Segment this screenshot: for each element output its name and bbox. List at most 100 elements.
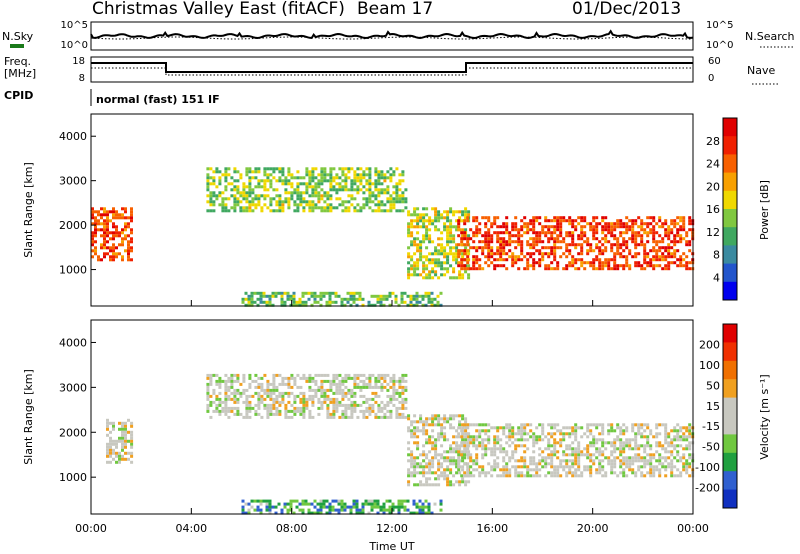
echo-cell xyxy=(517,258,521,262)
echo-cell xyxy=(115,225,118,229)
echo-cell xyxy=(358,291,362,295)
echo-cell xyxy=(209,400,213,404)
echo-cell xyxy=(487,240,491,244)
echo-cell xyxy=(352,502,356,506)
echo-cell xyxy=(335,400,339,404)
echo-cell xyxy=(242,197,246,201)
echo-cell xyxy=(94,246,97,250)
echo-cell xyxy=(598,423,602,427)
echo-cell xyxy=(248,382,252,386)
echo-cell xyxy=(368,170,372,174)
echo-cell xyxy=(347,373,351,377)
echo-cell xyxy=(634,423,638,427)
echo-cell xyxy=(338,388,342,392)
echo-cell xyxy=(317,173,321,177)
echo-cell xyxy=(371,191,375,195)
echo-cell xyxy=(344,409,348,413)
echo-cell xyxy=(401,200,405,204)
nave-tick-top: 60 xyxy=(708,56,721,67)
nave-line xyxy=(91,67,693,76)
echo-cell xyxy=(376,294,380,298)
echo-cell xyxy=(308,170,312,174)
echo-cell xyxy=(254,373,258,377)
colorbar-segment xyxy=(723,154,737,174)
echo-cell xyxy=(553,237,557,241)
echo-cell xyxy=(413,270,417,274)
echo-cell xyxy=(380,382,384,386)
echo-cell xyxy=(319,291,323,295)
echo-cell xyxy=(290,191,294,195)
echo-cell xyxy=(640,219,644,223)
echo-cell xyxy=(478,465,482,469)
echo-cell xyxy=(380,406,384,410)
echo-cell xyxy=(365,203,369,207)
echo-cell xyxy=(682,462,686,466)
echo-cell xyxy=(308,409,312,413)
echo-cell xyxy=(224,203,228,207)
echo-cell xyxy=(338,185,342,189)
echo-cell xyxy=(413,465,417,469)
echo-cell xyxy=(565,246,569,250)
echo-cell xyxy=(328,294,332,298)
echo-cell xyxy=(248,406,252,410)
colorbar-tick-label: 8 xyxy=(713,249,720,262)
echo-cell xyxy=(266,206,270,210)
echo-cell xyxy=(218,176,222,180)
echo-cell xyxy=(398,188,402,192)
echo-cell xyxy=(478,432,482,436)
echo-cell xyxy=(106,454,109,458)
echo-cell xyxy=(371,200,375,204)
echo-cell xyxy=(401,373,405,377)
echo-cell xyxy=(619,252,623,256)
echo-cell xyxy=(538,423,542,427)
echo-cell xyxy=(592,438,596,442)
echo-cell xyxy=(299,203,303,207)
echo-cell xyxy=(667,441,671,445)
echo-cell xyxy=(619,453,623,457)
echo-cell xyxy=(398,379,402,383)
echo-cell xyxy=(490,450,494,454)
echo-cell xyxy=(541,255,545,259)
echo-cell xyxy=(595,441,599,445)
echo-cell xyxy=(419,258,423,262)
echo-cell xyxy=(106,210,109,214)
echo-cell xyxy=(679,471,683,475)
echo-cell xyxy=(319,303,323,307)
freq-panel: Freq. [MHz] 18 8 60 0 Nave CPID normal (… xyxy=(4,55,780,106)
echo-cell xyxy=(679,258,683,262)
echo-cell xyxy=(130,240,133,244)
echo-cell xyxy=(622,267,626,271)
echo-cell xyxy=(520,219,524,223)
echo-cell xyxy=(571,243,575,247)
echo-cell xyxy=(688,441,692,445)
echo-cell xyxy=(401,209,405,213)
echo-cell xyxy=(305,379,309,383)
echo-cell xyxy=(368,406,372,410)
echo-cell xyxy=(673,261,677,265)
echo-cell xyxy=(449,225,453,229)
echo-cell xyxy=(532,231,536,235)
echo-cell xyxy=(230,385,234,389)
echo-cell xyxy=(430,297,434,301)
echo-cell xyxy=(245,194,249,198)
echo-cell xyxy=(622,444,626,448)
echo-cell xyxy=(254,185,258,189)
echo-cell xyxy=(275,388,279,392)
echo-cell xyxy=(416,225,420,229)
echo-cell xyxy=(332,412,336,416)
echo-cell xyxy=(401,391,405,395)
echo-cell xyxy=(410,432,414,436)
echo-cell xyxy=(664,219,668,223)
echo-cell xyxy=(413,237,417,241)
echo-cell xyxy=(431,483,435,487)
echo-cell xyxy=(352,297,356,301)
echo-cell xyxy=(389,197,393,201)
echo-cell xyxy=(265,300,269,304)
echo-cell xyxy=(416,435,420,439)
echo-cell xyxy=(481,234,485,238)
echo-cell xyxy=(275,188,279,192)
echo-cell xyxy=(619,243,623,247)
echo-cell xyxy=(601,249,605,253)
echo-cell xyxy=(407,474,411,478)
echo-cell xyxy=(449,237,453,241)
